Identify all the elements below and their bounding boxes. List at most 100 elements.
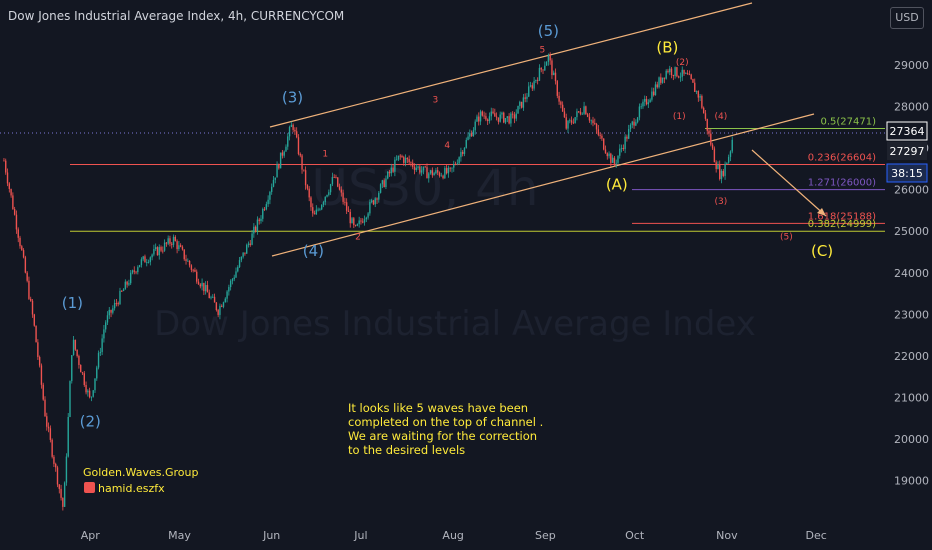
candle-body	[210, 297, 212, 299]
signature-user[interactable]: hamid.eszfx	[98, 482, 165, 495]
candle-body	[642, 101, 644, 107]
candle-body	[685, 73, 687, 74]
currency-button[interactable]: USD	[890, 7, 924, 29]
candle-body	[322, 202, 325, 205]
x-tick-label: Dec	[805, 529, 826, 542]
candle-body	[110, 309, 112, 313]
candle-body	[635, 122, 637, 126]
candle-body	[40, 365, 43, 385]
candle-body	[717, 164, 719, 169]
candle-body	[586, 114, 589, 117]
candle-body	[470, 133, 473, 137]
candle-body	[383, 180, 385, 187]
candle-body	[683, 69, 685, 74]
wave-label: (3)	[282, 88, 303, 106]
candle-body	[140, 259, 143, 266]
candle-body	[347, 210, 350, 213]
candle-body	[333, 177, 335, 178]
candle-body	[456, 163, 459, 165]
candle-body	[87, 390, 89, 393]
candle-body	[438, 172, 441, 176]
candle-body	[71, 355, 73, 382]
candle-body	[556, 81, 558, 96]
candle-body	[26, 272, 28, 281]
candle-body	[469, 133, 471, 137]
candle-body	[570, 120, 573, 123]
candle-body	[129, 272, 132, 284]
candle-body	[486, 119, 489, 122]
candle-body	[360, 220, 362, 222]
candle-body	[710, 133, 712, 145]
candle-body	[354, 225, 357, 226]
candle-body	[647, 102, 650, 105]
candle-body	[644, 98, 646, 102]
candle-body	[558, 95, 560, 102]
candle-body	[12, 195, 14, 210]
candle-body	[497, 117, 500, 122]
wave-label: (A)	[606, 176, 628, 194]
candle-body	[83, 373, 85, 386]
price-tag: 38:15	[886, 163, 928, 183]
candle-body	[267, 199, 269, 205]
candle-body	[652, 91, 655, 96]
annotation-note: It looks like 5 waves have beencompleted…	[348, 401, 543, 457]
candle-body	[442, 175, 444, 179]
candle-body	[665, 70, 667, 79]
candle-body	[461, 151, 464, 154]
candle-body	[474, 121, 476, 131]
candle-body	[565, 117, 567, 129]
candle-body	[531, 85, 534, 89]
candle-body	[410, 162, 412, 164]
candle-body	[122, 289, 125, 292]
candle-body	[592, 120, 594, 124]
candle-body	[510, 113, 512, 124]
candle-body	[117, 303, 119, 305]
candle-body	[478, 116, 480, 122]
candle-body	[244, 252, 246, 254]
wave-label: 1	[322, 149, 328, 159]
candle-body	[394, 159, 396, 172]
candle-body	[399, 155, 401, 157]
candle-body	[33, 314, 35, 326]
candle-body	[576, 111, 578, 118]
candle-body	[681, 69, 683, 77]
candle-body	[535, 79, 537, 82]
candle-body	[294, 129, 296, 132]
candle-body	[412, 162, 414, 167]
time-axis[interactable]: Apr May Jun Jul Aug Sep Oct Nov Dec	[81, 529, 827, 542]
candle-body	[445, 168, 448, 174]
candle-body	[224, 298, 226, 303]
candle-body	[524, 97, 526, 99]
candle-body	[726, 162, 728, 164]
candle-body	[299, 153, 301, 156]
candle-body	[179, 245, 182, 247]
candle-body	[370, 200, 373, 202]
candle-body	[138, 265, 141, 268]
candle-body	[431, 170, 434, 176]
candle-body	[254, 226, 257, 231]
candle-body	[147, 262, 150, 263]
candle-body	[481, 111, 484, 116]
candle-body	[21, 246, 23, 251]
candle-body	[115, 302, 118, 304]
candle-body	[5, 160, 7, 173]
candle-body	[204, 285, 207, 292]
candle-body	[99, 351, 102, 353]
candle-body	[594, 123, 596, 124]
user-avatar-icon	[84, 482, 95, 493]
trend-channel	[269, 2, 827, 257]
candle-body	[344, 201, 346, 203]
candle-body	[676, 67, 678, 77]
candle-body	[219, 305, 221, 315]
candle-body	[422, 166, 425, 171]
candle-body	[390, 167, 392, 174]
candle-body	[674, 67, 676, 77]
candle-body	[187, 260, 189, 262]
candle-body	[31, 300, 34, 315]
y-tick-label: 25000	[894, 225, 929, 238]
candle-body	[278, 164, 280, 169]
candle-body	[619, 148, 621, 156]
candle-body	[503, 112, 505, 123]
candle-body	[520, 101, 523, 108]
